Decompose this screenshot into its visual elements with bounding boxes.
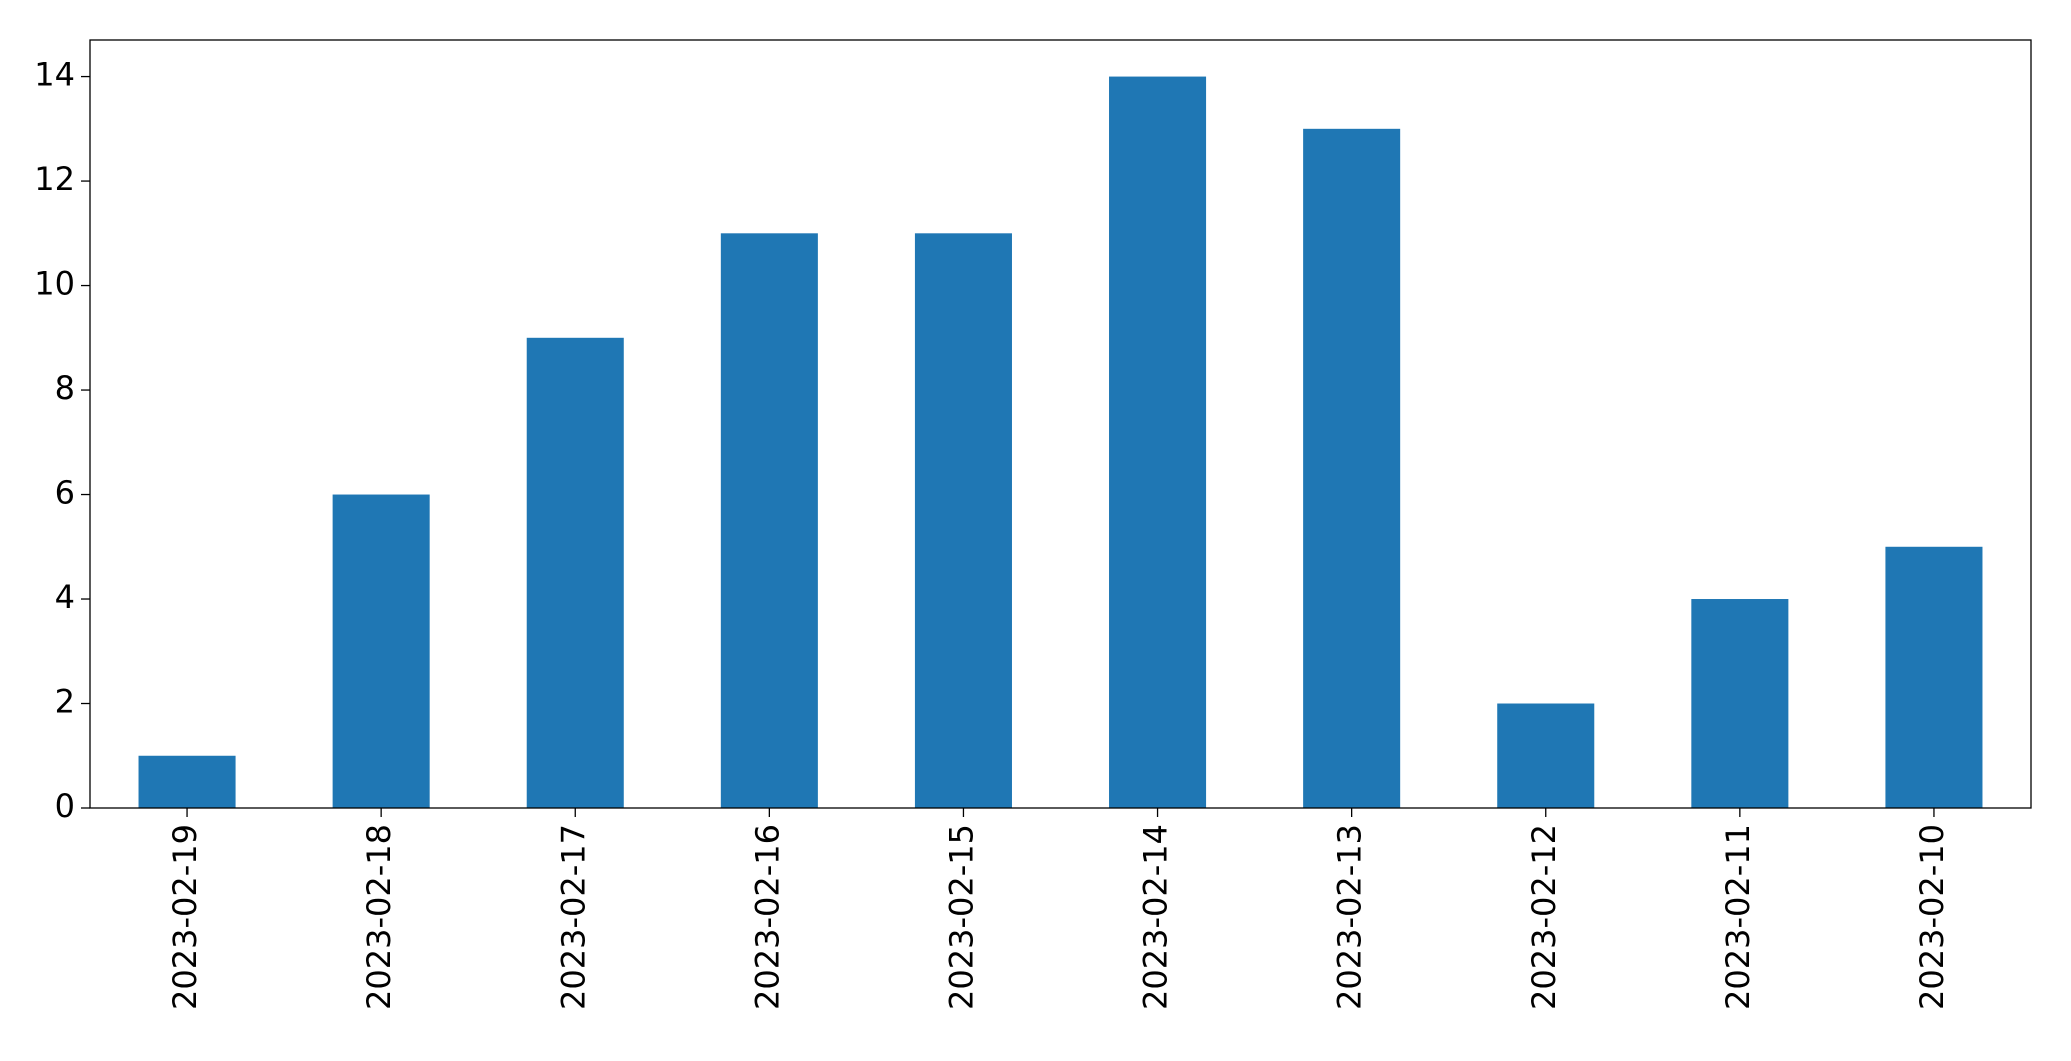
y-tick-label: 14 — [34, 56, 75, 94]
x-tick-label: 2023-02-11 — [1719, 824, 1757, 1010]
x-tick-label: 2023-02-15 — [942, 824, 980, 1010]
x-tick-label: 2023-02-16 — [748, 824, 786, 1010]
x-tick-label: 2023-02-18 — [360, 824, 398, 1010]
x-tick-label: 2023-02-14 — [1137, 824, 1175, 1010]
bar — [914, 233, 1012, 808]
bar — [1497, 703, 1595, 808]
x-tick-label: 2023-02-10 — [1913, 824, 1951, 1010]
bar — [138, 755, 236, 808]
y-tick-label: 8 — [55, 369, 75, 407]
y-tick-label: 12 — [34, 160, 75, 198]
y-tick-label: 0 — [55, 787, 75, 825]
bar — [1303, 128, 1401, 808]
bar — [1691, 599, 1789, 808]
bar — [720, 233, 818, 808]
y-tick-label: 10 — [34, 265, 75, 303]
x-tick-label: 2023-02-13 — [1331, 824, 1369, 1010]
bar — [1109, 76, 1207, 809]
bar — [1885, 546, 1983, 808]
bar — [332, 494, 430, 808]
x-tick-label: 2023-02-19 — [166, 824, 204, 1010]
y-tick-label: 2 — [55, 683, 75, 721]
plot-frame — [89, 39, 2032, 809]
x-tick-label: 2023-02-17 — [554, 824, 592, 1010]
bar — [526, 337, 624, 808]
y-tick-label: 4 — [55, 578, 75, 616]
x-tick-label: 2023-02-12 — [1525, 824, 1563, 1010]
y-tick-label: 6 — [55, 474, 75, 512]
